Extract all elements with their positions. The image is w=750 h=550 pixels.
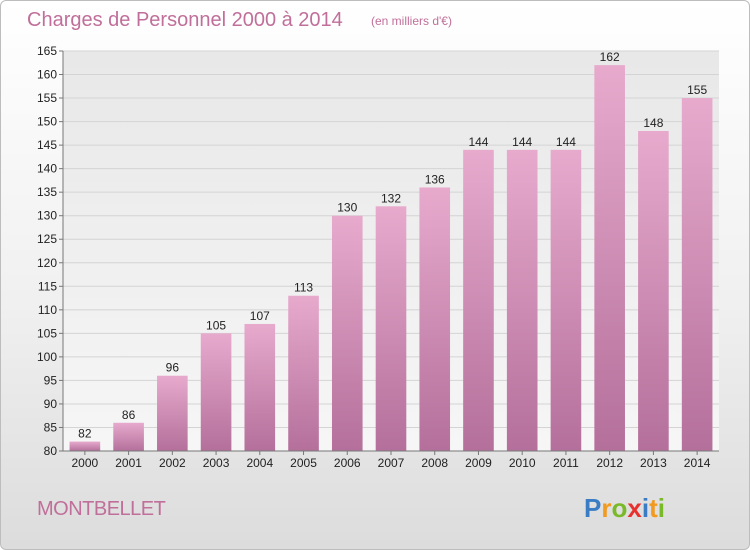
logo-letter: x <box>627 493 642 523</box>
x-tick-label-2001: 2001 <box>115 456 142 470</box>
value-label-2010: 144 <box>512 135 532 149</box>
x-tick-label-2000: 2000 <box>72 456 99 470</box>
bar-2007 <box>375 206 407 451</box>
bar-2003 <box>200 333 232 451</box>
y-tick-label: 105 <box>37 326 57 340</box>
y-tick-label: 115 <box>38 279 57 293</box>
value-label-2004: 107 <box>250 309 270 323</box>
logo-letter: i <box>658 493 665 523</box>
value-label-2009: 144 <box>468 135 488 149</box>
y-tick-label: 130 <box>37 209 57 223</box>
x-tick-label-2009: 2009 <box>465 456 492 470</box>
bars <box>69 65 713 451</box>
x-tick-label-2014: 2014 <box>684 456 711 470</box>
bar-2005 <box>288 295 319 451</box>
y-tick-label: 165 <box>37 44 57 58</box>
bar-2013 <box>638 131 669 451</box>
proxiti-logo: Proxiti <box>584 493 665 523</box>
bar-2009 <box>463 149 494 451</box>
location-name: MONTBELLET <box>37 498 166 520</box>
y-tick-label: 145 <box>37 138 57 152</box>
bar-2002 <box>157 375 188 451</box>
x-tick-label-2012: 2012 <box>596 456 623 470</box>
value-label-2002: 96 <box>166 361 180 375</box>
logo-letter: P <box>584 493 601 523</box>
chart-title: Charges de Personnel 2000 à 2014 <box>27 9 343 31</box>
value-label-2006: 130 <box>337 201 357 215</box>
y-tick-label: 90 <box>44 397 58 411</box>
x-tick-label-2007: 2007 <box>378 456 405 470</box>
logo-letter: i <box>642 493 649 523</box>
value-labels: 82 86 96 105 107 113 130 132 136 144 144 144 162 148 1… <box>78 50 707 440</box>
y-tick-label: 160 <box>37 68 57 82</box>
bar-2006 <box>331 215 363 451</box>
x-tick-label-2011: 2011 <box>553 456 579 470</box>
value-label-2003: 105 <box>206 318 226 332</box>
y-tick-label: 95 <box>44 373 58 387</box>
bar-2008 <box>419 187 451 451</box>
logo-letter: t <box>649 493 658 523</box>
bar-2012 <box>594 65 625 451</box>
y-tick-label: 100 <box>37 350 57 364</box>
bar-2004 <box>244 323 276 451</box>
x-tick-label-2013: 2013 <box>640 456 667 470</box>
y-axis-ticks: 80 85 90 95 100 105 110 115 120 125 130 135 140 145 15… <box>37 44 63 458</box>
bar-2000 <box>69 441 101 451</box>
y-tick-label: 135 <box>37 185 57 199</box>
y-tick-label: 125 <box>37 232 57 246</box>
chart-subtitle: (en milliers d'€) <box>371 14 452 28</box>
x-tick-label-2002: 2002 <box>159 456 186 470</box>
bar-2010 <box>506 149 538 451</box>
x-axis-ticks: 2000 2001 2002 2003 2004 2005 2006 2007 2008 2009… <box>72 451 711 470</box>
bar-2011 <box>550 149 582 451</box>
x-tick-label-2008: 2008 <box>421 456 448 470</box>
y-tick-label: 120 <box>37 256 57 270</box>
value-label-2007: 132 <box>381 191 401 205</box>
value-label-2005: 113 <box>294 281 313 295</box>
value-label-2000: 82 <box>78 427 92 441</box>
y-tick-label: 85 <box>44 420 58 434</box>
logo-letter: o <box>611 493 627 523</box>
logo-letter: r <box>601 493 611 523</box>
value-label-2013: 148 <box>643 116 663 130</box>
y-tick-label: 140 <box>37 162 57 176</box>
bar-2014 <box>681 98 713 451</box>
value-label-2012: 162 <box>600 50 620 64</box>
x-tick-label-2006: 2006 <box>334 456 361 470</box>
y-tick-label: 155 <box>37 91 57 105</box>
x-tick-label-2004: 2004 <box>246 456 273 470</box>
bar-2001 <box>113 422 144 451</box>
value-label-2014: 155 <box>687 83 707 97</box>
value-label-2008: 136 <box>425 172 445 186</box>
x-tick-label-2005: 2005 <box>290 456 317 470</box>
y-tick-label: 150 <box>37 115 57 129</box>
value-label-2011: 144 <box>556 135 576 149</box>
x-tick-label-2010: 2010 <box>509 456 536 470</box>
value-label-2001: 86 <box>122 408 136 422</box>
y-tick-label: 110 <box>38 303 57 317</box>
x-tick-label-2003: 2003 <box>203 456 230 470</box>
y-tick-label: 80 <box>44 444 58 458</box>
